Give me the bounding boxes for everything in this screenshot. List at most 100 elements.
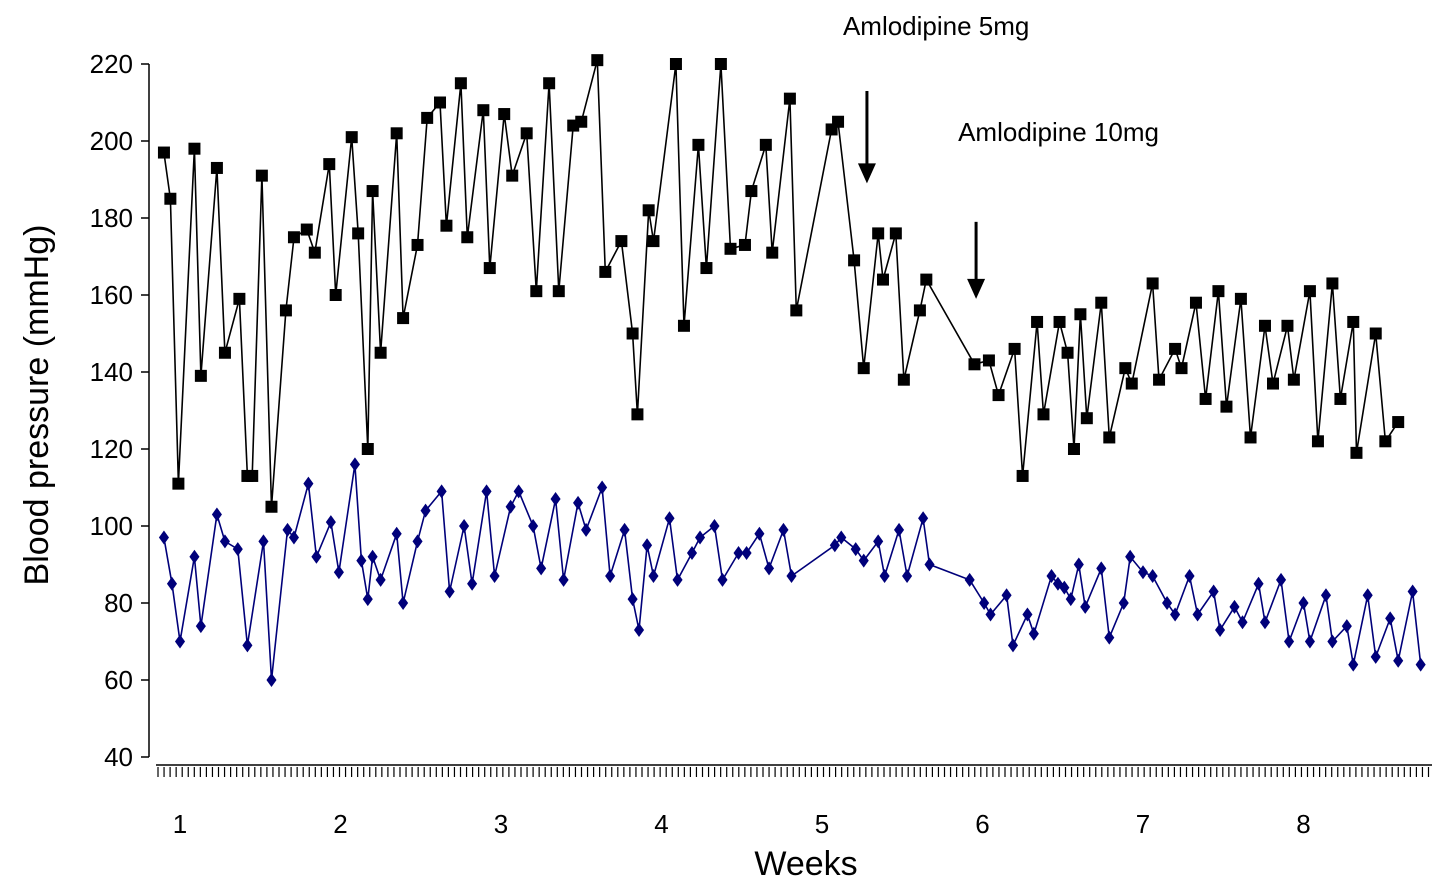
- data-point-diamond: [642, 538, 653, 553]
- data-point-diamond: [325, 515, 336, 530]
- data-point-diamond: [1137, 565, 1149, 580]
- data-point-square: [172, 477, 185, 490]
- x-tick-label: 8: [1296, 809, 1310, 839]
- data-point-square: [233, 292, 246, 305]
- data-point-diamond: [741, 545, 752, 560]
- data-point-diamond: [918, 511, 929, 526]
- data-point-square: [1061, 346, 1074, 359]
- data-point-square: [759, 138, 772, 151]
- data-point-diamond: [1104, 630, 1115, 645]
- data-point-diamond: [550, 492, 561, 507]
- data-point-square: [345, 131, 358, 144]
- data-point-diamond: [1065, 592, 1076, 607]
- data-point-square: [889, 227, 902, 240]
- data-point-diamond: [367, 549, 378, 564]
- data-point-diamond: [536, 561, 547, 576]
- data-point-diamond: [282, 522, 293, 537]
- data-point-diamond: [459, 519, 470, 533]
- data-point-diamond: [1237, 615, 1248, 630]
- data-point-square: [255, 169, 268, 182]
- data-point-square: [543, 77, 556, 90]
- data-point-diamond: [1275, 572, 1287, 587]
- data-point-square: [848, 254, 861, 267]
- data-point-square: [411, 238, 424, 251]
- y-tick-label: 220: [90, 49, 133, 79]
- data-point-diamond: [964, 572, 975, 587]
- data-point-square: [530, 285, 543, 298]
- data-point-square: [390, 127, 403, 140]
- y-tick-label: 160: [90, 280, 133, 310]
- data-point-square: [790, 304, 803, 317]
- data-point-square: [714, 58, 727, 70]
- data-point-diamond: [1298, 596, 1309, 610]
- data-point-square: [1125, 377, 1138, 390]
- data-point-square: [361, 443, 374, 455]
- x-tick-label: 7: [1136, 809, 1150, 839]
- data-point-square: [1326, 277, 1339, 290]
- x-tick-label: 2: [333, 809, 347, 839]
- data-point-square: [647, 235, 660, 248]
- data-point-diamond: [778, 522, 789, 537]
- axes-layer: 40 60 80 100 120 140 160 180 200 220 1 2 3 4 5 6 7 8: [90, 49, 1432, 839]
- data-point-diamond: [1348, 657, 1359, 672]
- data-point-square: [1146, 277, 1159, 290]
- data-point-diamond: [581, 522, 592, 537]
- data-point-diamond: [1028, 626, 1039, 641]
- x-tick-label: 1: [173, 809, 187, 839]
- data-point-diamond: [1415, 657, 1426, 672]
- data-point-square: [700, 262, 713, 275]
- data-point-diamond: [717, 572, 728, 587]
- data-point-square: [188, 142, 201, 155]
- data-point-square: [1281, 319, 1294, 332]
- data-point-square: [1258, 319, 1271, 332]
- data-point-square: [1169, 342, 1182, 355]
- y-tick-label: 100: [90, 511, 133, 541]
- data-point-diamond: [398, 596, 409, 610]
- y-tick-label: 120: [90, 434, 133, 464]
- data-point-diamond: [733, 545, 744, 560]
- data-point-diamond: [858, 553, 869, 568]
- data-point-square: [1189, 296, 1202, 309]
- data-point-diamond: [850, 542, 861, 557]
- data-point-square: [1080, 412, 1093, 425]
- data-point-diamond: [489, 569, 500, 584]
- data-point-diamond: [303, 476, 314, 491]
- data-point-diamond: [528, 519, 539, 533]
- data-point-square: [1199, 392, 1212, 405]
- data-point-diamond: [979, 596, 990, 610]
- data-point-diamond: [1125, 549, 1136, 564]
- data-point-diamond: [467, 576, 478, 591]
- data-point-diamond: [924, 557, 935, 572]
- data-point-square: [366, 185, 379, 198]
- data-point-square: [1053, 315, 1066, 328]
- data-point-square: [329, 289, 342, 301]
- data-point-diamond: [288, 530, 299, 545]
- data-point-diamond: [694, 530, 706, 545]
- series-line-1: [163, 59, 1399, 507]
- data-point-square: [968, 358, 981, 371]
- data-point-square: [1095, 296, 1108, 309]
- data-point-square: [1347, 315, 1360, 328]
- data-point-diamond: [597, 480, 608, 495]
- data-point-square: [323, 158, 336, 171]
- data-point-diamond: [436, 484, 447, 499]
- data-point-square: [1153, 373, 1166, 386]
- data-point-diamond: [266, 673, 277, 687]
- data-point-square: [1287, 373, 1300, 386]
- data-point-diamond: [1215, 622, 1226, 637]
- data-point-diamond: [1147, 569, 1158, 584]
- data-point-square: [157, 146, 170, 159]
- data-point-diamond: [311, 549, 322, 564]
- data-point-diamond: [174, 634, 186, 649]
- data-point-square: [920, 273, 933, 286]
- data-point-square: [913, 304, 926, 317]
- x-tick-label: 5: [815, 809, 829, 839]
- data-point-diamond: [1046, 569, 1057, 584]
- data-point-diamond: [1192, 607, 1203, 622]
- data-point-diamond: [902, 569, 913, 584]
- data-point-square: [626, 327, 639, 340]
- data-point-diamond: [664, 511, 675, 526]
- data-point-diamond: [375, 572, 386, 587]
